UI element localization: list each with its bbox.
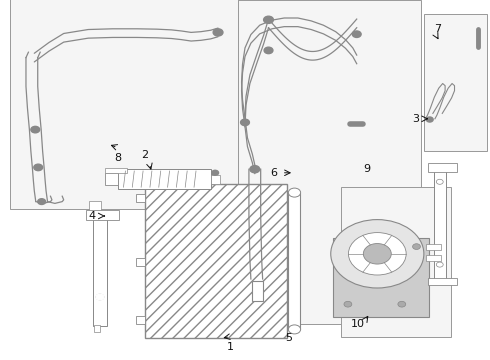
Bar [341,187,451,337]
Text: 4: 4 [88,211,96,221]
Bar [426,255,441,261]
Text: 2: 2 [141,150,148,160]
Bar [252,281,263,301]
Text: 7: 7 [434,24,441,34]
Bar [94,325,100,332]
Bar [105,173,118,185]
Bar [136,258,145,266]
Bar [93,214,107,326]
Text: 9: 9 [363,164,370,174]
Text: 3: 3 [412,114,419,124]
Circle shape [436,262,443,267]
Circle shape [241,119,249,126]
Text: 1: 1 [227,342,234,352]
Circle shape [348,233,406,275]
Bar [86,210,119,220]
Text: 10: 10 [350,319,365,329]
Ellipse shape [288,188,300,197]
Circle shape [344,301,352,307]
Text: 8: 8 [114,153,121,163]
Circle shape [364,243,391,264]
Circle shape [96,294,104,300]
Bar [89,201,101,210]
Circle shape [213,29,223,36]
Circle shape [352,31,361,37]
Text: 6: 6 [270,168,277,178]
Circle shape [38,199,46,204]
Circle shape [264,16,273,23]
Ellipse shape [288,325,300,334]
Circle shape [398,301,406,307]
Bar [288,193,300,329]
Bar [434,167,446,283]
Bar [118,169,211,189]
Bar [428,278,457,285]
Bar [424,14,487,151]
Bar [428,163,457,172]
Circle shape [426,117,433,122]
Bar [238,0,421,324]
Bar [136,194,145,202]
Bar [426,244,441,250]
Circle shape [34,164,43,171]
Bar [136,316,145,324]
Circle shape [331,220,424,288]
Circle shape [250,166,260,173]
Bar [211,175,220,184]
Bar [145,184,287,338]
Circle shape [264,47,273,54]
Circle shape [31,126,40,133]
Circle shape [96,294,104,300]
Circle shape [413,244,420,249]
Text: 5: 5 [286,333,293,343]
Bar [105,168,127,173]
Bar [10,0,238,209]
Bar [333,238,429,317]
Circle shape [436,179,443,184]
Circle shape [212,170,219,175]
